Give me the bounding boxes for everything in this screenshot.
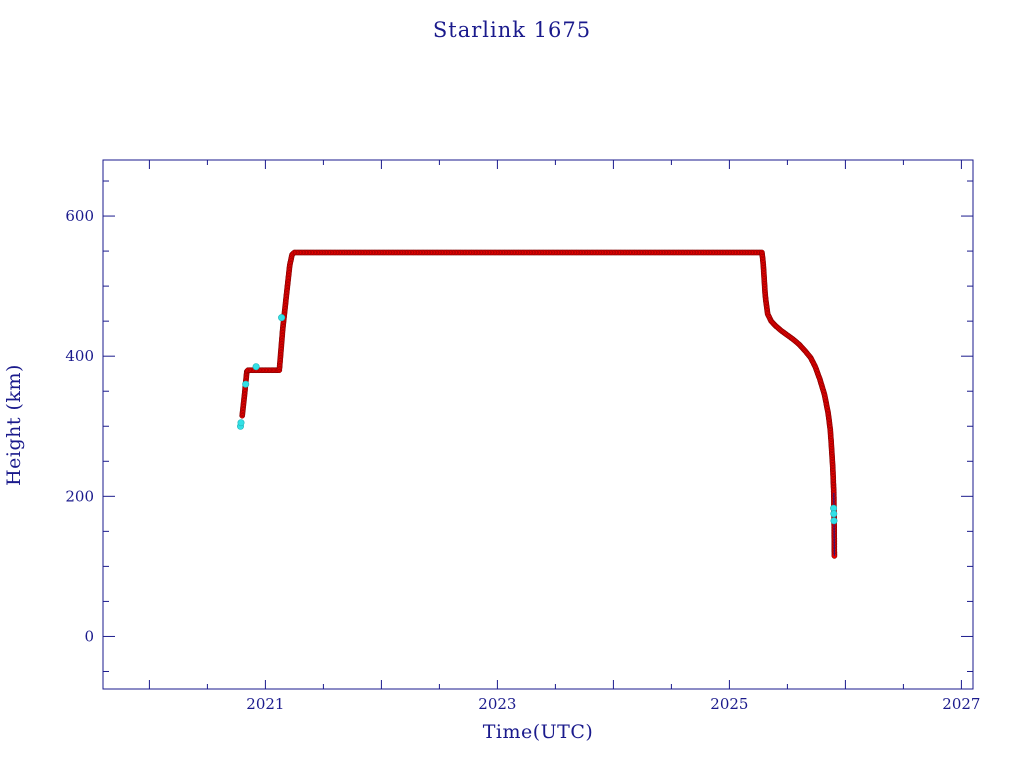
x-tick-label: 2027 (942, 695, 980, 713)
y-tick-label: 0 (84, 627, 94, 645)
data-point-secondary (242, 380, 250, 388)
data-point-secondary (830, 517, 838, 525)
decay-connector (833, 492, 835, 556)
height-track-line (239, 250, 837, 559)
x-tick-label: 2025 (710, 695, 748, 713)
data-layer (237, 249, 838, 559)
plot-frame (102, 159, 974, 690)
data-point-secondary (237, 419, 245, 427)
data-point-secondary (252, 363, 260, 371)
y-tick-label: 400 (65, 347, 94, 365)
data-point-secondary (830, 510, 838, 518)
chart-title: Starlink 1675 (433, 18, 591, 42)
y-tick-label: 200 (65, 487, 94, 505)
axis-ticks (103, 160, 973, 689)
x-tick-label: 2023 (478, 695, 516, 713)
x-axis-title: Time(UTC) (483, 721, 594, 743)
data-point-secondary (278, 314, 286, 322)
x-tick-label: 2021 (246, 695, 284, 713)
axis-tick-labels: 2021 2023 2025 2027 0 200 400 600 (65, 207, 980, 713)
y-tick-label: 600 (65, 207, 94, 225)
y-axis-title: Height (km) (3, 364, 25, 486)
